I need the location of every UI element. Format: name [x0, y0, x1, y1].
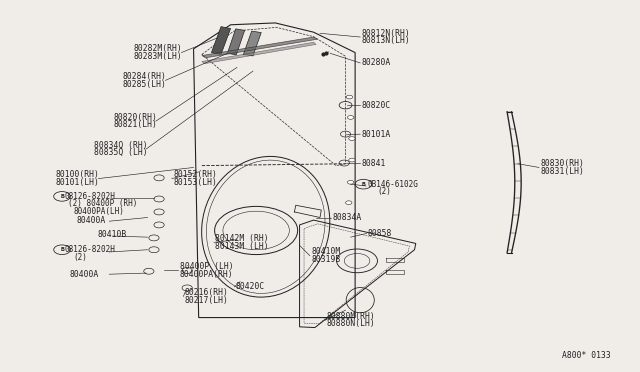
Text: 80216(RH): 80216(RH) — [184, 288, 228, 297]
Text: 80820C: 80820C — [362, 101, 391, 110]
Text: 80400PA(RH): 80400PA(RH) — [179, 270, 233, 279]
Text: 80834Q (RH): 80834Q (RH) — [94, 141, 148, 150]
Circle shape — [348, 180, 354, 184]
Text: 80400A: 80400A — [76, 216, 106, 225]
Text: (2): (2) — [74, 253, 88, 262]
Polygon shape — [202, 42, 316, 64]
Text: 80410B: 80410B — [98, 230, 127, 240]
Circle shape — [349, 137, 355, 140]
Text: 80400A: 80400A — [70, 270, 99, 279]
Text: 80285(LH): 80285(LH) — [123, 80, 167, 89]
Text: (2): (2) — [378, 187, 391, 196]
Text: 80400P (LH): 80400P (LH) — [179, 262, 233, 271]
Text: 80420C: 80420C — [236, 282, 265, 291]
Text: B: B — [60, 194, 64, 199]
Text: (2) 80400P (RH): (2) 80400P (RH) — [68, 199, 138, 208]
Text: 80835Q (LH): 80835Q (LH) — [94, 148, 148, 157]
Polygon shape — [227, 29, 244, 55]
Text: 80830(RH): 80830(RH) — [540, 159, 584, 168]
Polygon shape — [211, 27, 230, 54]
Text: 80142M (RH): 80142M (RH) — [215, 234, 269, 243]
Text: 80100(RH): 80100(RH) — [56, 170, 100, 179]
Text: 80858: 80858 — [368, 229, 392, 238]
Text: 80821(LH): 80821(LH) — [113, 121, 157, 129]
Text: A800* 0133: A800* 0133 — [562, 351, 611, 360]
Circle shape — [346, 201, 352, 205]
Polygon shape — [202, 37, 317, 58]
Text: 80143M (LH): 80143M (LH) — [215, 241, 269, 250]
Text: 80284(RH): 80284(RH) — [123, 72, 167, 81]
Text: 0B146-6102G: 0B146-6102G — [367, 180, 418, 189]
Text: 80152(RH): 80152(RH) — [173, 170, 217, 179]
Text: 80101(LH): 80101(LH) — [56, 178, 100, 187]
Text: 80283M(LH): 80283M(LH) — [134, 52, 182, 61]
Text: 80280A: 80280A — [362, 58, 391, 67]
Text: 80282M(RH): 80282M(RH) — [134, 44, 182, 53]
Text: 80812N(RH): 80812N(RH) — [362, 29, 410, 38]
Text: 80834A: 80834A — [333, 213, 362, 222]
Text: 80880N(LH): 80880N(LH) — [326, 320, 375, 328]
Text: 80319B: 80319B — [311, 255, 340, 264]
Text: B: B — [362, 182, 365, 187]
Text: 80820(RH): 80820(RH) — [113, 113, 157, 122]
Text: 80400PA(LH): 80400PA(LH) — [74, 207, 124, 216]
Text: B: B — [60, 247, 64, 252]
Polygon shape — [243, 31, 261, 56]
Text: 80880M(RH): 80880M(RH) — [326, 312, 375, 321]
Text: 08126-8202H: 08126-8202H — [65, 192, 115, 201]
Text: 80841: 80841 — [362, 158, 386, 167]
Text: 80153(LH): 80153(LH) — [173, 178, 217, 187]
Text: 08126-8202H: 08126-8202H — [65, 245, 115, 254]
Text: 80101A: 80101A — [362, 129, 391, 139]
Text: 80410M: 80410M — [311, 247, 340, 256]
Text: 80217(LH): 80217(LH) — [184, 296, 228, 305]
Circle shape — [348, 116, 354, 119]
Circle shape — [346, 95, 353, 99]
Text: 80813N(LH): 80813N(LH) — [362, 36, 410, 45]
Text: 80831(LH): 80831(LH) — [540, 167, 584, 176]
Circle shape — [349, 158, 355, 162]
